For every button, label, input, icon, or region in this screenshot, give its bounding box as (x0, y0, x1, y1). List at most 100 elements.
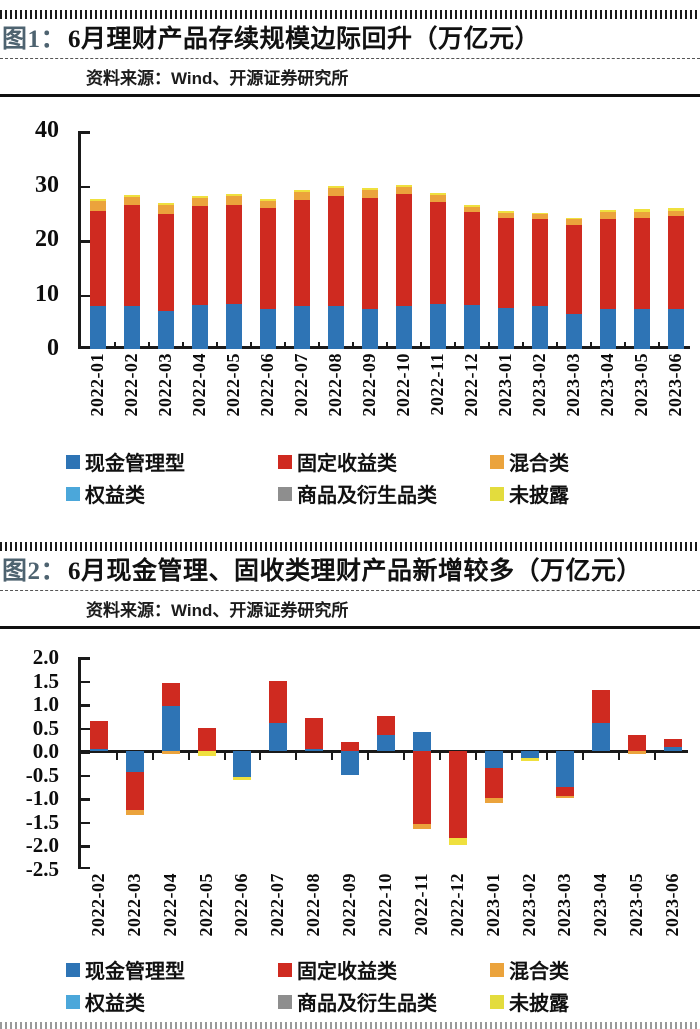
figure1-number-label: 图1： (2, 26, 67, 53)
bar-segment (634, 217, 650, 309)
legend-item: 商品及衍生品类 (278, 987, 490, 1016)
bar-segment (197, 727, 216, 752)
bar-segment (520, 751, 539, 759)
figure2-source-divider (0, 626, 700, 629)
bar-segment (161, 751, 180, 754)
bar-segment (484, 751, 503, 768)
x-axis-tick (114, 342, 116, 349)
legend-swatch-icon (278, 454, 292, 469)
bar-segment (498, 211, 514, 213)
x-axis-tick (295, 752, 298, 760)
figure2-title-divider (0, 590, 700, 591)
bar-segment (269, 722, 288, 752)
legend-label: 固定收益类 (297, 453, 397, 475)
bar-segment (464, 211, 480, 305)
x-axis-tick-label: 2022-02 (87, 873, 108, 937)
bar-segment (161, 682, 180, 707)
y-axis-tick-label: 30 (35, 171, 59, 198)
x-axis-tick-label: 2022-05 (223, 353, 243, 417)
bar-segment (556, 795, 575, 799)
bar-segment (464, 304, 480, 349)
figure1-source-divider (0, 94, 700, 97)
bar-segment (600, 210, 616, 213)
x-axis-tick (590, 342, 592, 349)
bar-segment (498, 307, 514, 349)
x-axis-tick (250, 342, 252, 349)
legend-swatch-icon (490, 454, 504, 469)
bar-segment (328, 195, 344, 307)
figure1-title-divider (0, 58, 700, 59)
figure2-source: 资料来源：Wind、开源证券研究所 (86, 601, 349, 620)
x-axis-tick (546, 752, 549, 760)
legend-swatch-icon (66, 994, 80, 1009)
x-axis-tick-label: 2023-04 (590, 873, 611, 937)
bar-segment (362, 188, 378, 191)
y-axis-tick (81, 131, 90, 134)
bar-segment (294, 192, 310, 200)
x-axis-tick-label: 2023-01 (482, 873, 503, 937)
x-axis-tick (454, 342, 456, 349)
bar-segment (592, 689, 611, 723)
y-axis-tick (81, 727, 90, 731)
bar-segment (226, 304, 242, 349)
legend-item: 权益类 (66, 479, 278, 508)
legend-item: 固定收益类 (278, 955, 490, 984)
bar-segment (89, 748, 108, 752)
bar-segment (430, 304, 446, 349)
bar-segment (396, 305, 412, 349)
legend-item: 商品及衍生品类 (278, 479, 490, 508)
x-axis-tick-label: 2023-01 (495, 353, 515, 417)
x-axis-tick-label: 2022-11 (427, 353, 447, 416)
legend-label: 现金管理型 (85, 961, 185, 983)
bar-segment (192, 206, 208, 305)
figure-1: 图1：6月理财产品存续规模边际回升（万亿元） 资料来源：Wind、开源证券研究所… (0, 10, 700, 508)
bar-segment (664, 739, 683, 747)
x-axis-tick (151, 752, 154, 760)
x-axis-tick (438, 752, 441, 760)
bar-segment (498, 212, 514, 219)
x-axis-tick-label: 2022-09 (359, 353, 379, 417)
bar-segment (566, 224, 582, 314)
x-axis-tick-label: 2022-12 (461, 353, 481, 417)
bar-segment (341, 741, 360, 752)
bar-segment (158, 205, 174, 214)
y-axis-tick (81, 680, 90, 684)
figure1-title-text: 6月理财产品存续规模边际回升（万亿元） (68, 26, 541, 53)
bar-segment (430, 194, 446, 202)
bar-segment (226, 204, 242, 305)
bar-segment (532, 306, 548, 349)
bar-segment (498, 218, 514, 308)
x-axis-tick-label: 2023-03 (554, 873, 575, 937)
legend-swatch-icon (278, 962, 292, 977)
x-axis-tick (474, 752, 477, 760)
x-axis-tick-label: 2022-10 (393, 353, 413, 417)
x-axis-tick (510, 752, 513, 760)
x-axis-tick-label: 2022-11 (410, 873, 431, 936)
bar-segment (377, 734, 395, 752)
bar-segment (192, 304, 208, 349)
bar-segment (124, 205, 140, 306)
bar-segment (328, 306, 344, 349)
bar-segment (328, 188, 344, 196)
x-axis-tick-label: 2022-07 (291, 353, 311, 417)
figure-2: 图2：6月现金管理、固收类理财产品新增较多（万亿元） 资料来源：Wind、开源证… (0, 542, 700, 1029)
legend-item: 固定收益类 (278, 447, 490, 476)
chart1-x-axis: 2022-01 2022-02 2022-03 2022-04 2022-05 2022-… (78, 349, 700, 459)
y-axis-tick (81, 821, 90, 825)
x-axis-tick-label: 2023-02 (529, 353, 549, 417)
chart2: 2.0 1.5 1.0 0.5 0.0 -0.5 -1.0 -1.5 -2.0 -2.5 (26, 645, 700, 881)
y-axis-tick (81, 294, 90, 297)
bar-segment (430, 201, 446, 305)
x-axis-tick-label: 2022-10 (375, 873, 395, 937)
y-axis-tick-label: 1.0 (32, 692, 59, 717)
bar-segment (668, 216, 684, 310)
legend-item: 混合类 (490, 447, 700, 476)
legend-label: 商品及衍生品类 (297, 993, 437, 1015)
bar-segment (305, 718, 324, 749)
bar-segment (362, 198, 378, 310)
y-axis-tick (81, 704, 90, 707)
bar-segment (566, 219, 582, 225)
bar-segment (197, 751, 216, 756)
legend-label: 未披露 (509, 993, 569, 1015)
bar-segment (412, 824, 431, 829)
